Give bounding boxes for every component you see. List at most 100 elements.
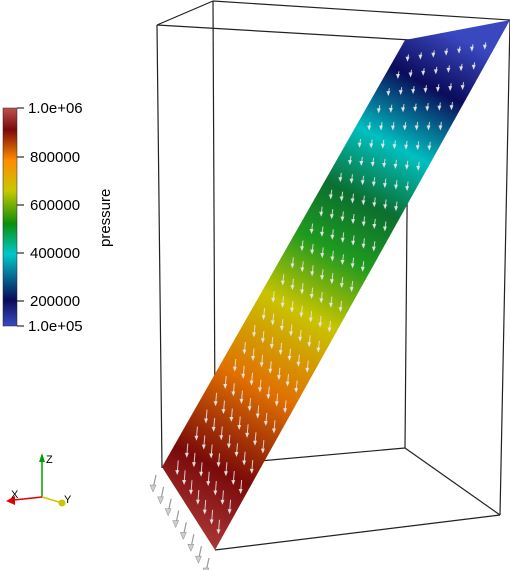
velocity-glyph-head <box>184 452 189 458</box>
velocity-glyph-head <box>274 401 279 407</box>
velocity-glyph-head <box>457 48 462 54</box>
velocity-glyph-head <box>395 73 400 79</box>
velocity-glyph-head <box>383 204 388 210</box>
velocity-glyph-head <box>201 444 206 450</box>
velocity-glyph-head <box>427 145 432 151</box>
velocity-glyph-head <box>299 312 304 318</box>
velocity-glyph-head <box>393 163 398 169</box>
velocity-glyph-head <box>221 409 226 415</box>
velocity-glyph-head <box>392 144 397 150</box>
velocity-glyph-head <box>209 453 214 459</box>
colorbar-tick-min: 1.0e+05 <box>28 318 83 335</box>
velocity-glyph-head <box>241 373 246 379</box>
velocity-glyph-head <box>398 90 403 96</box>
velocity-glyph-head <box>263 421 268 427</box>
velocity-glyph-head <box>252 440 257 446</box>
axis-y-label: Y <box>64 494 72 506</box>
velocity-glyph-head <box>350 198 355 204</box>
velocity-glyph-head <box>191 462 196 468</box>
velocity-glyph-head <box>404 164 409 170</box>
velocity-glyph-head <box>261 315 266 321</box>
velocity-glyph-head <box>394 206 399 212</box>
velocity-glyph-head <box>231 480 236 486</box>
velocity-glyph-head <box>260 338 265 344</box>
velocity-glyph-head <box>242 460 247 466</box>
velocity-glyph-head <box>307 342 312 348</box>
velocity-glyph-head <box>413 106 418 112</box>
velocity-glyph-head <box>309 228 314 234</box>
velocity-glyph-head <box>226 443 231 449</box>
velocity-glyph-head <box>361 221 366 227</box>
velocity-glyph-head <box>290 285 295 291</box>
velocity-glyph-head <box>310 271 315 277</box>
colorbar-ramp <box>2 107 18 327</box>
velocity-glyph-head <box>376 108 381 114</box>
velocity-glyph-head <box>328 302 333 308</box>
axis-x-label: X <box>11 489 19 501</box>
velocity-glyph-head <box>371 181 376 187</box>
velocity-glyph-head <box>460 85 465 91</box>
velocity-glyph-head <box>270 320 275 326</box>
velocity-glyph-head <box>204 418 209 424</box>
velocity-glyph-head <box>247 406 252 412</box>
velocity-glyph-head <box>316 347 321 353</box>
velocity-glyph-head <box>367 125 372 131</box>
velocity-glyph-head <box>349 178 354 184</box>
velocity-glyph-head <box>238 489 243 495</box>
velocity-glyph-head <box>234 452 239 458</box>
velocity-glyph-head <box>227 509 232 515</box>
velocity-glyph-head <box>330 256 335 262</box>
velocity-glyph-head <box>382 162 387 168</box>
velocity-glyph-head <box>164 508 172 517</box>
velocity-glyph-head <box>340 237 345 243</box>
velocity-glyph-head <box>405 56 410 62</box>
velocity-glyph-head <box>446 67 451 73</box>
velocity-glyph-head <box>339 196 344 202</box>
velocity-glyph-head <box>278 350 283 356</box>
velocity-glyph-head <box>194 435 199 441</box>
velocity-glyph-head <box>229 417 234 423</box>
velocity-glyph-head <box>300 267 305 273</box>
velocity-glyph-head <box>359 161 364 167</box>
velocity-glyph-head <box>340 216 345 222</box>
velocity-glyph-head <box>338 177 343 183</box>
colorbar-tick-800000: 800000 <box>30 149 80 166</box>
colorbar-title: pressure <box>97 189 114 247</box>
velocity-glyph-head <box>305 367 310 373</box>
velocity-glyph-head <box>369 143 374 149</box>
velocity-glyph-head <box>268 368 273 374</box>
velocity-glyph-head <box>310 249 315 255</box>
velocity-glyph-head <box>437 105 442 111</box>
velocity-glyph-head <box>266 394 271 400</box>
velocity-glyph-head <box>318 322 323 328</box>
velocity-glyph-head <box>182 480 187 486</box>
velocity-glyph-head <box>245 432 250 438</box>
velocity-glyph-head <box>347 160 352 166</box>
velocity-glyph-head <box>223 471 228 477</box>
velocity-glyph-head <box>371 246 376 252</box>
velocity-glyph-head <box>188 489 193 495</box>
velocity-glyph-head <box>414 125 419 131</box>
velocity-glyph-head <box>296 361 301 367</box>
velocity-glyph-head <box>216 529 221 535</box>
velocity-glyph-head <box>202 509 207 515</box>
velocity-glyph-head <box>157 496 164 505</box>
velocity-glyph-head <box>271 428 276 434</box>
velocity-glyph-head <box>357 142 362 148</box>
velocity-glyph-head <box>242 349 247 355</box>
colorbar-tick-max: 1.0e+06 <box>28 100 83 117</box>
velocity-glyph-head <box>260 448 265 454</box>
velocity-glyph-head <box>271 297 276 303</box>
velocity-glyph-head <box>320 253 325 259</box>
velocity-glyph-head <box>360 266 365 272</box>
velocity-glyph-head <box>382 183 387 189</box>
velocity-glyphs <box>149 42 487 570</box>
velocity-glyph-head <box>351 219 356 225</box>
velocity-glyph-head <box>448 86 453 92</box>
velocity-glyph-head <box>223 384 228 390</box>
velocity-glyph-head <box>283 408 288 414</box>
velocity-glyph-head <box>338 307 343 313</box>
velocity-glyph-head <box>372 224 377 230</box>
velocity-glyph-head <box>471 64 476 70</box>
